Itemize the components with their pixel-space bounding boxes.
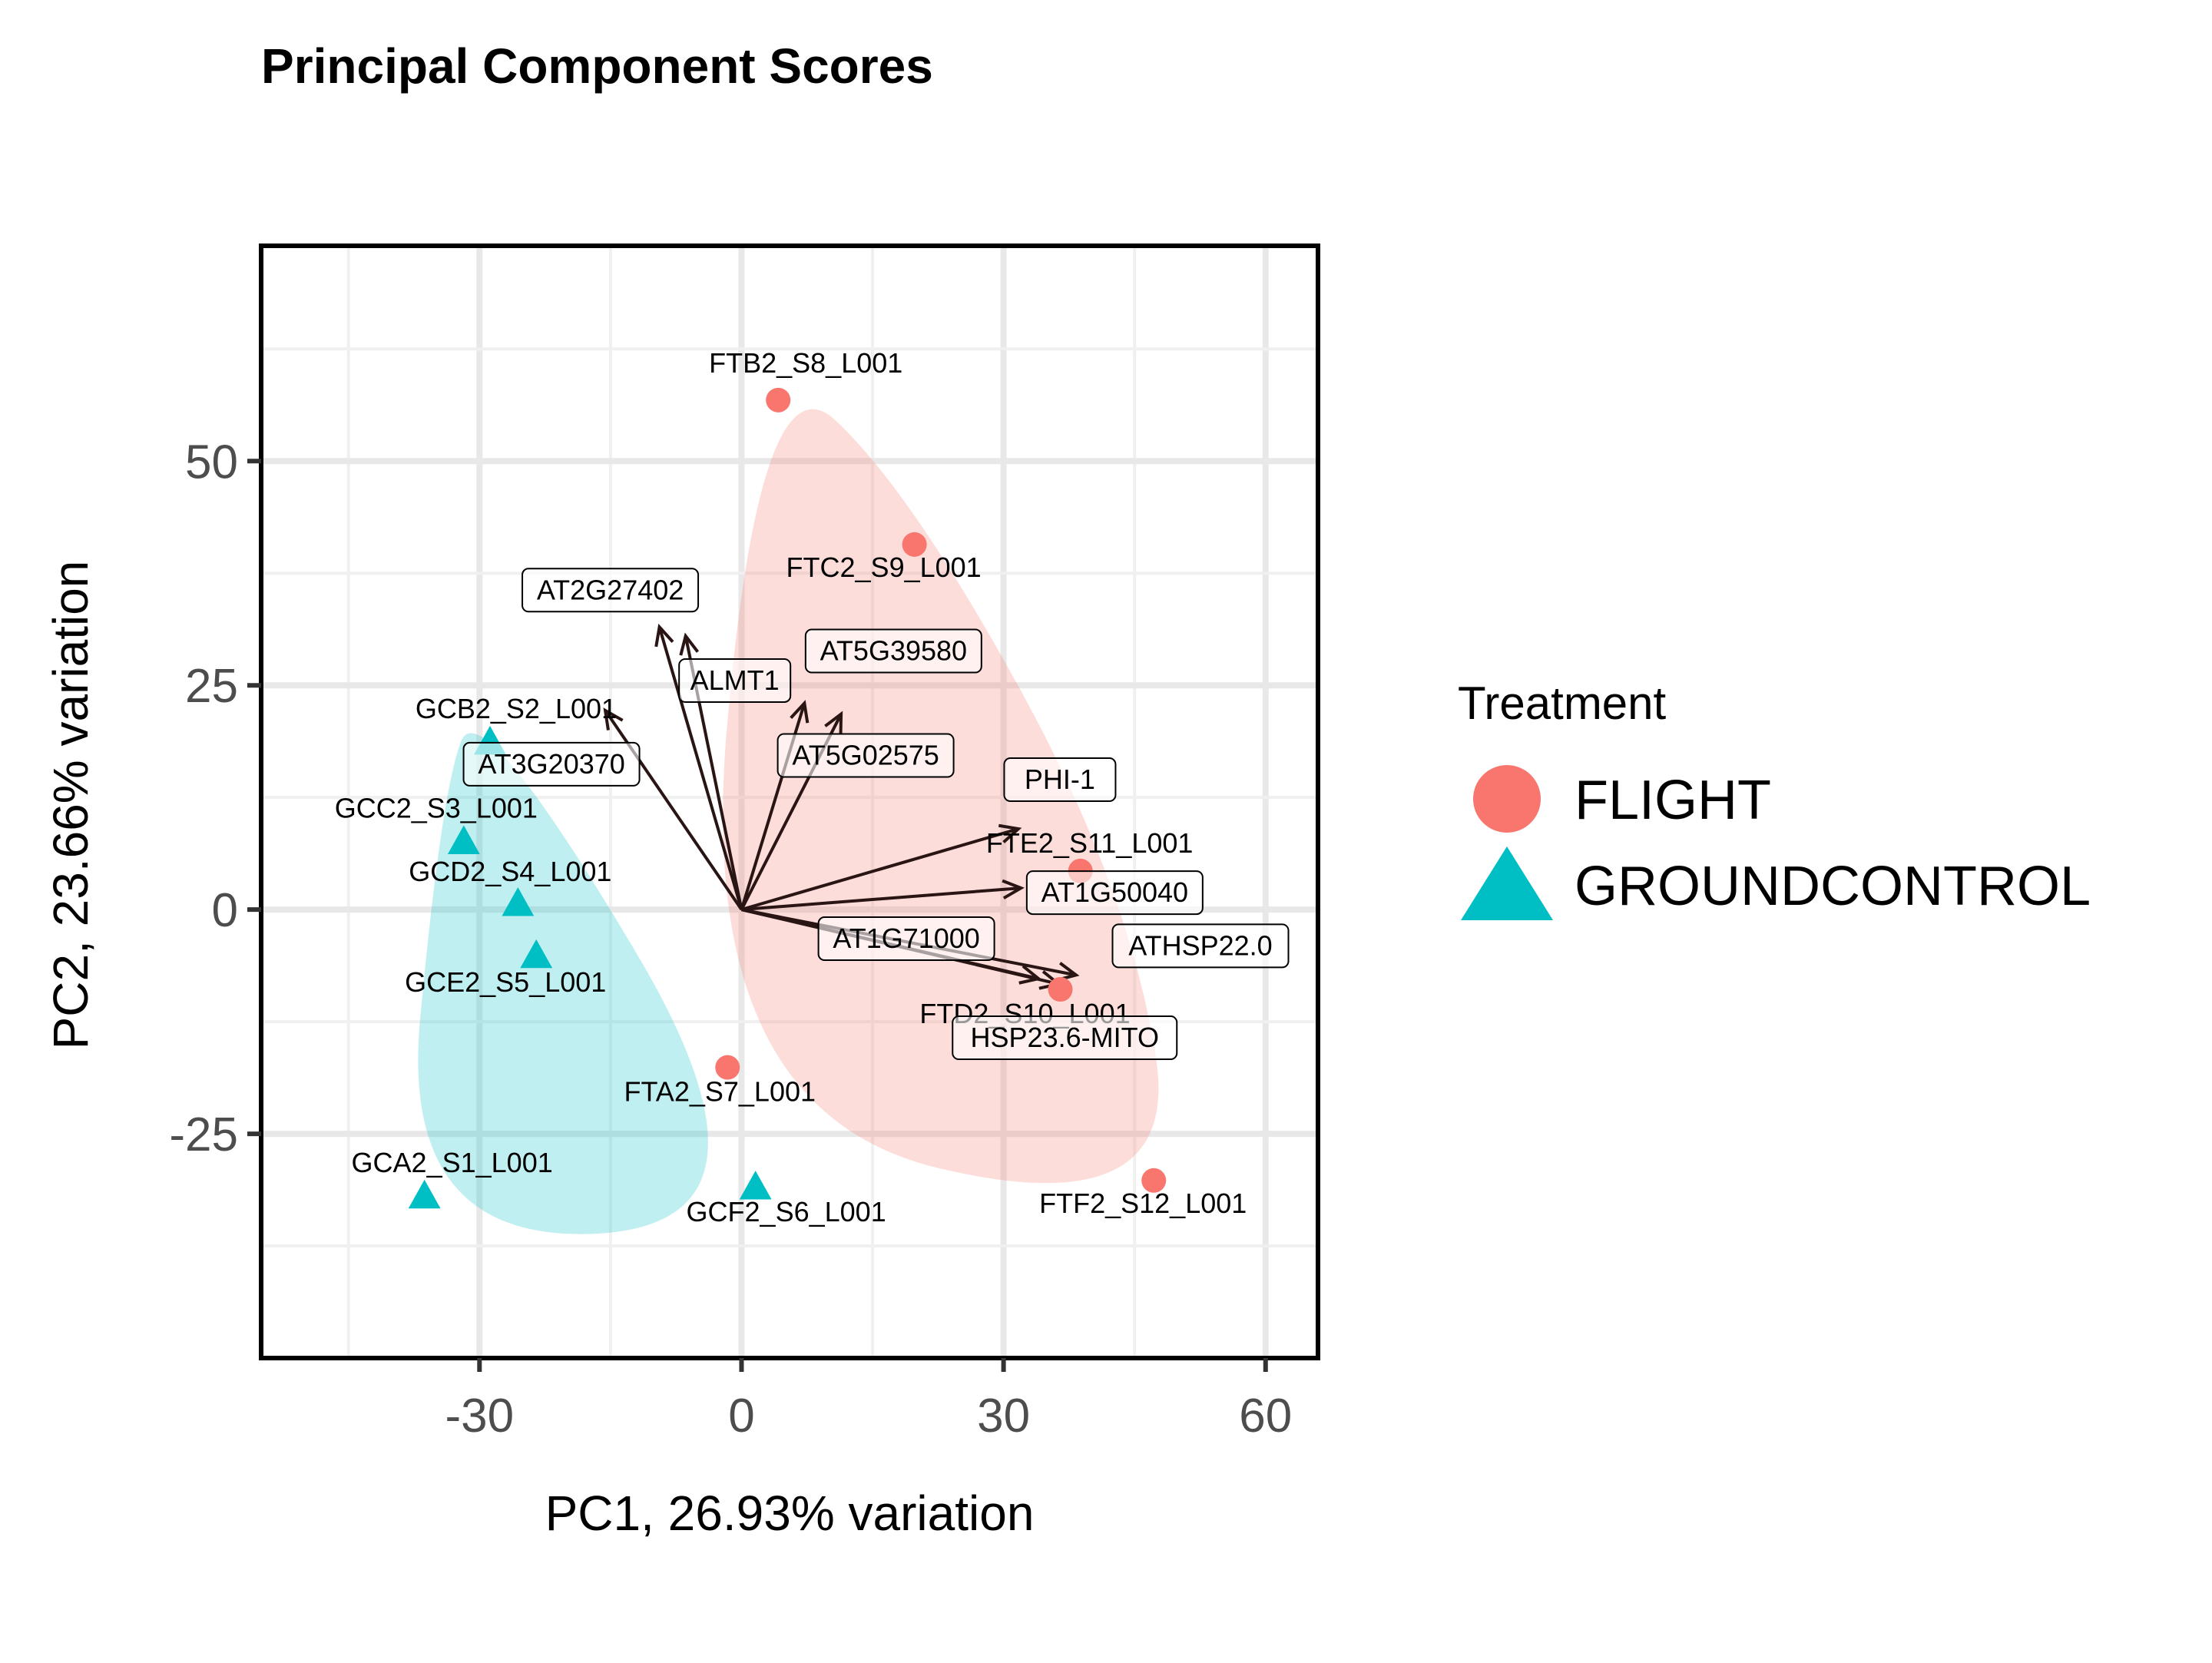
sample-label: GCD2_S4_L001 xyxy=(409,856,611,887)
sample-label: GCC2_S3_L001 xyxy=(335,793,538,824)
loading-label: PHI-1 xyxy=(1025,764,1095,795)
sample-label: GCA2_S1_L001 xyxy=(352,1147,553,1178)
loading-label: AT5G02575 xyxy=(792,740,939,771)
y-tick-label: 0 xyxy=(212,884,238,937)
plot-border xyxy=(259,243,1320,1360)
loading-label-box xyxy=(817,916,995,962)
x-tick-label: 30 xyxy=(977,1390,1030,1443)
sample-label: FTA2_S7_L001 xyxy=(624,1076,816,1108)
legend-items: FLIGHT GROUNDCONTROL xyxy=(1461,765,2091,920)
point-flight xyxy=(766,387,791,412)
chart-title: Principal Component Scores xyxy=(261,38,933,94)
legend-label: GROUNDCONTROL xyxy=(1575,856,2091,917)
point-flight xyxy=(1048,977,1073,1002)
loading-label-box xyxy=(678,658,792,703)
loading-arrowhead xyxy=(1002,879,1025,899)
sample-label: FTF2_S12_L001 xyxy=(1039,1188,1247,1219)
x-tick-label: 0 xyxy=(728,1390,754,1443)
loading-label-box xyxy=(777,733,955,778)
sample-label: GCE2_S5_L001 xyxy=(405,966,606,998)
y-tick-label: 25 xyxy=(185,660,238,713)
loading-label-box xyxy=(1025,870,1204,916)
point-groundcontrol xyxy=(502,887,535,916)
sample-label: GCF2_S6_L001 xyxy=(687,1196,886,1227)
point-groundcontrol xyxy=(408,1179,441,1209)
loading-label: HSP23.6-MITO xyxy=(971,1022,1159,1053)
loading-arrowhead xyxy=(679,632,700,656)
loading-label: AT2G27402 xyxy=(537,574,684,605)
x-tick-label: -30 xyxy=(445,1390,514,1443)
loading-label: ALMT1 xyxy=(690,664,780,696)
y-tick-label: 50 xyxy=(185,436,238,489)
loading-label: AT5G39580 xyxy=(820,635,967,667)
point-flight xyxy=(1141,1168,1167,1193)
point-flight xyxy=(902,532,927,557)
point-groundcontrol xyxy=(520,939,553,969)
legend-key-flight xyxy=(1473,765,1541,833)
loading-label-box xyxy=(462,741,641,787)
y-tick-label: -25 xyxy=(169,1108,238,1161)
legend: Treatment FLIGHT GROUNDCONTROL xyxy=(1458,677,2091,920)
sample-label: FTB2_S8_L001 xyxy=(709,347,902,379)
legend-label: FLIGHT xyxy=(1575,770,1771,831)
axis-ticks: -30 0 30 60 -25 0 25 50 xyxy=(169,436,1292,1443)
point-groundcontrol xyxy=(739,1171,772,1200)
loading-arrowhead xyxy=(998,823,1022,843)
loading-arrowhead xyxy=(603,707,624,730)
plot-area: FTB2_S8_L001FTC2_S9_L001FTE2_S11_L001FTD… xyxy=(169,243,1320,1443)
y-axis-label: PC2, 23.66% variation xyxy=(43,561,98,1050)
loading-labels: AT2G27402 ALMT1 AT5G39580 AT3G20370 AT5G0257… xyxy=(462,568,1290,1061)
loading-label-box xyxy=(522,568,700,613)
point-groundcontrol xyxy=(447,825,480,854)
loading-label: AT1G71000 xyxy=(833,923,979,954)
sample-label: FTE2_S11_L001 xyxy=(986,827,1194,859)
loading-arrowhead xyxy=(824,711,843,734)
loading-arrowhead xyxy=(790,700,810,724)
loading-label-box xyxy=(952,1015,1178,1061)
loading-label: ATHSP22.0 xyxy=(1128,929,1272,961)
loading-label: AT1G50040 xyxy=(1041,876,1188,908)
legend-key-groundcontrol xyxy=(1461,846,1553,920)
sample-label: GCB2_S2_L001 xyxy=(416,693,617,724)
x-tick-label: 60 xyxy=(1239,1390,1292,1443)
loading-arrow xyxy=(741,886,1022,912)
sample-labels: FTB2_S8_L001FTC2_S9_L001FTE2_S11_L001FTD… xyxy=(335,347,1247,1227)
loading-label-box xyxy=(1111,923,1290,969)
loading-arrow xyxy=(657,626,743,910)
x-axis-label: PC1, 26.93% variation xyxy=(545,1486,1035,1541)
point-flight xyxy=(715,1055,740,1080)
hull-groundcontrol xyxy=(418,733,708,1234)
loading-label-box xyxy=(1003,757,1117,803)
loading-label: AT3G20370 xyxy=(478,748,624,780)
legend-title: Treatment xyxy=(1458,677,1667,729)
loading-arrow xyxy=(740,827,1019,912)
loading-arrowhead xyxy=(654,623,674,648)
loading-label-box xyxy=(804,628,982,674)
sample-label: FTC2_S9_L001 xyxy=(786,552,982,583)
